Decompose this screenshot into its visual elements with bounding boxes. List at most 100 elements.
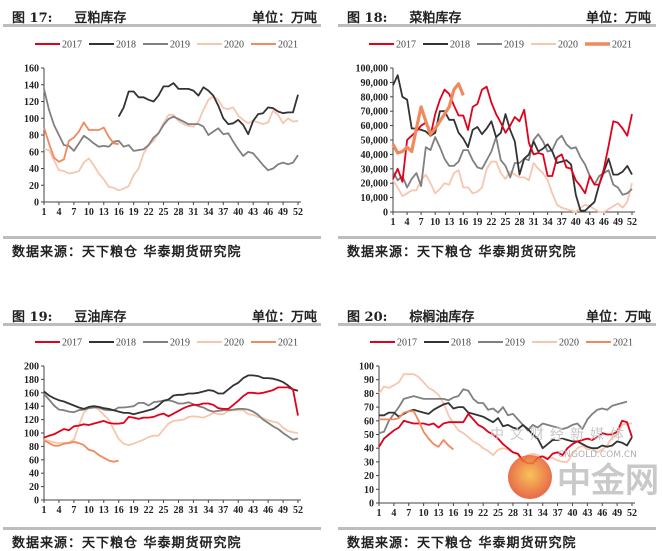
series-line-2020	[43, 405, 299, 446]
chart-17-heading: 图 17: 豆粕库存	[12, 7, 126, 26]
x-tick-label: 37	[557, 217, 567, 228]
series-line-2021	[43, 439, 119, 463]
legend-label-2020: 2020	[224, 40, 244, 51]
chart-棕榈油库存: 0 10 20 30 40 50 60 70 80 90 100 1 4 7 10 13 16 19 22 25 28 3…	[359, 338, 637, 520]
y-tick-label: 50	[364, 430, 374, 441]
legend-label-2019: 2019	[170, 40, 190, 51]
x-tick-label: 31	[188, 505, 198, 516]
legend-label-2021: 2021	[278, 40, 298, 51]
x-tick-label: 28	[515, 217, 525, 228]
legend-label-2017: 2017	[62, 338, 82, 349]
x-tick-label: 37	[218, 207, 228, 218]
y-tick-label: 30,000	[361, 164, 389, 175]
series-line-2021	[43, 121, 119, 163]
x-tick-label: 34	[543, 217, 553, 228]
y-tick-label: 80,000	[361, 92, 389, 103]
x-tick-label: 16	[114, 505, 124, 516]
source-note: 数据来源：天下粮仓 华泰期货研究院	[347, 245, 577, 260]
unit-label: 单位：万吨	[252, 310, 318, 325]
series-line-2021	[379, 410, 454, 451]
x-tick-label: 52	[293, 505, 303, 516]
x-tick-label: 22	[144, 207, 154, 218]
series-line-2019	[392, 133, 633, 196]
x-tick-label: 7	[406, 508, 411, 519]
y-tick-label: 90,000	[361, 78, 389, 89]
figure-number: 图 20:	[347, 310, 388, 325]
legend-label-2019: 2019	[505, 338, 525, 349]
x-tick-label: 1	[42, 207, 47, 218]
x-tick-label: 25	[500, 217, 510, 228]
series-line-2019	[378, 388, 628, 434]
legend-label-2021: 2021	[612, 40, 632, 51]
series-line-2017	[43, 386, 299, 439]
x-tick-label: 16	[458, 217, 468, 228]
chart-19-heading: 图 19: 豆油库存	[12, 306, 126, 325]
divider	[3, 323, 321, 326]
legend-label-2019: 2019	[504, 40, 524, 51]
series-line-2017	[378, 413, 633, 465]
x-tick-label: 52	[627, 217, 637, 228]
unit-label: 单位：万吨	[252, 11, 318, 26]
x-tick-label: 25	[159, 207, 169, 218]
x-tick-label: 40	[571, 217, 581, 228]
x-tick-label: 49	[278, 207, 288, 218]
y-tick-label: 30	[364, 457, 374, 468]
legend-label-2017: 2017	[397, 338, 417, 349]
figure-number: 图 18:	[347, 11, 388, 26]
divider	[3, 236, 321, 239]
x-tick-label: 10	[84, 505, 94, 516]
chart-豆油库存: 0 20 40 60 80 100 120 140 160 180 200 1 4 7 10 13 16 19 22…	[24, 338, 303, 517]
x-tick-label: 25	[159, 505, 169, 516]
legend-label-2018: 2018	[451, 338, 471, 349]
divider	[3, 24, 321, 27]
legend-label-2018: 2018	[450, 40, 470, 51]
y-tick-label: 50,000	[361, 136, 389, 147]
x-tick-label: 4	[391, 508, 396, 519]
legend-label-2017: 2017	[396, 40, 416, 51]
chart-菜粕库存: 0 10,000 20,000 30,000 40,000 50,000 60,000 70,…	[356, 40, 638, 229]
y-tick-label: 40	[29, 469, 39, 480]
y-tick-label: 160	[24, 388, 39, 399]
x-tick-label: 52	[293, 207, 303, 218]
x-tick-label: 22	[144, 505, 154, 516]
y-tick-label: 20	[364, 471, 374, 482]
y-tick-label: 140	[24, 80, 39, 91]
series-line-2021	[391, 82, 465, 155]
watermark-name: 中金网	[557, 461, 659, 501]
series-line-2020	[378, 373, 632, 463]
x-tick-label: 49	[278, 505, 288, 516]
y-tick-label: 0	[369, 499, 374, 510]
x-tick-label: 46	[263, 207, 273, 218]
y-tick-label: 120	[24, 415, 39, 426]
x-tick-label: 16	[448, 508, 458, 519]
x-tick-label: 4	[56, 207, 61, 218]
x-tick-label: 19	[129, 207, 139, 218]
x-tick-label: 34	[203, 505, 213, 516]
x-tick-label: 13	[434, 508, 444, 519]
x-tick-label: 28	[508, 508, 518, 519]
x-tick-label: 40	[233, 505, 243, 516]
x-tick-label: 22	[478, 508, 488, 519]
y-tick-label: 80	[29, 131, 39, 142]
x-tick-label: 43	[248, 207, 258, 218]
x-tick-label: 43	[248, 505, 258, 516]
x-tick-label: 37	[218, 505, 228, 516]
y-tick-label: 140	[24, 402, 39, 413]
x-tick-label: 7	[419, 217, 424, 228]
y-tick-label: 70	[364, 403, 374, 414]
y-tick-label: 100	[24, 114, 39, 125]
y-tick-label: 40	[29, 164, 39, 175]
divider	[338, 24, 656, 27]
y-tick-label: 100,000	[356, 64, 389, 75]
source-note: 数据来源：天下粮仓 华泰期货研究院	[347, 536, 577, 551]
x-tick-label: 28	[173, 207, 183, 218]
legend-label-2020: 2020	[559, 338, 579, 349]
series-line-2018	[379, 402, 633, 450]
x-tick-label: 52	[627, 508, 637, 519]
x-tick-label: 25	[493, 508, 503, 519]
y-tick-label: 120	[24, 97, 39, 108]
series-line-2017	[392, 85, 633, 195]
y-tick-label: 0	[34, 198, 39, 209]
x-tick-label: 49	[612, 508, 622, 519]
